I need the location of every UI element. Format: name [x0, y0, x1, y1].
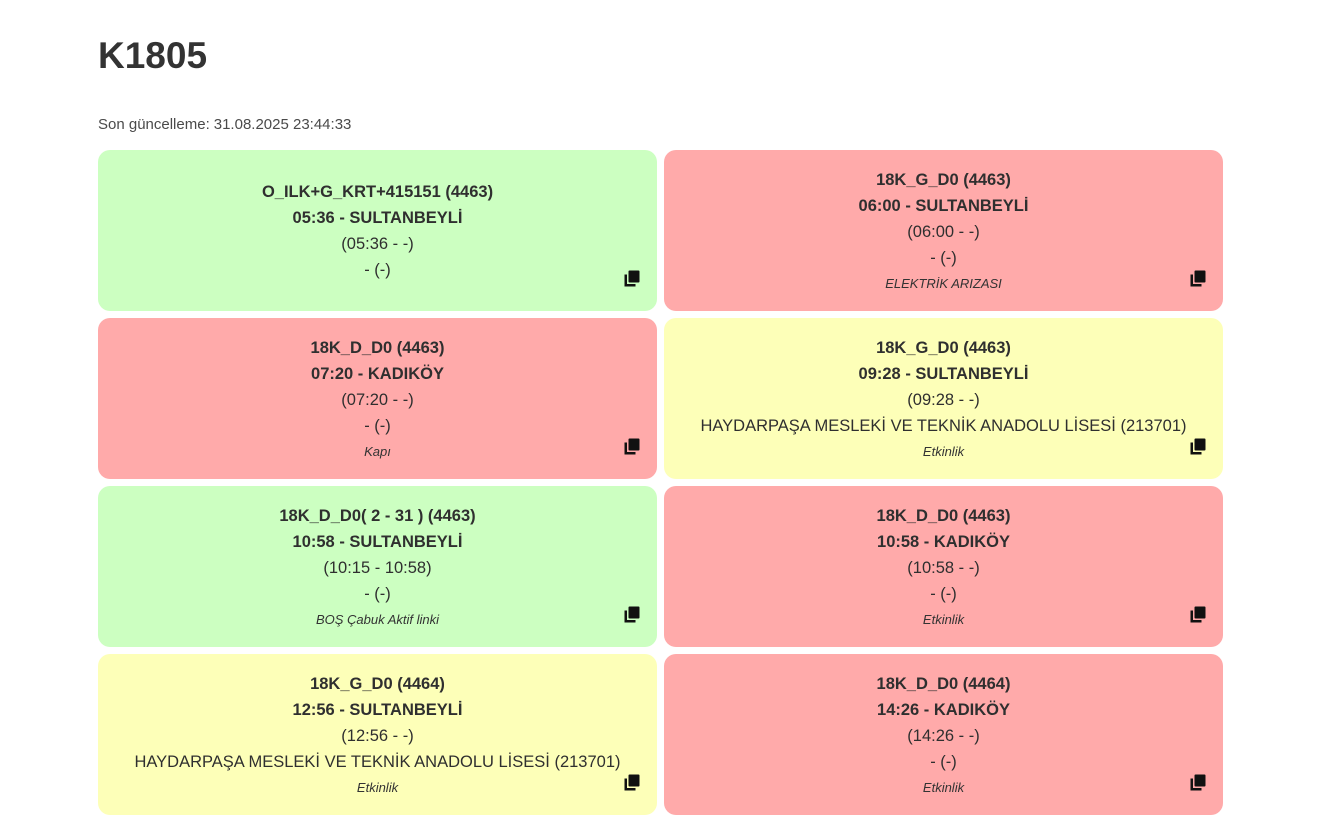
trip-note: Etkinlik	[922, 611, 965, 627]
trip-route: 18K_D_D0( 2 - 31 ) (4463)	[279, 506, 476, 525]
trip-route: O_ILK+G_KRT+415151 (4463)	[261, 182, 494, 201]
trip-time-destination: 05:36 - SULTANBEYLİ	[292, 208, 463, 227]
trip-time-range: (12:56 - -)	[341, 726, 414, 745]
trip-time-destination: 10:58 - SULTANBEYLİ	[292, 532, 463, 551]
trip-extra: - (-)	[364, 260, 391, 279]
trip-card: 18K_D_D0 (4463) 07:20 - KADIKÖY (07:20 -…	[98, 318, 657, 479]
trip-card: 18K_G_D0 (4463) 06:00 - SULTANBEYLİ (06:…	[664, 150, 1223, 311]
copy-icon[interactable]	[1190, 270, 1206, 287]
trip-time-range: (07:20 - -)	[341, 390, 414, 409]
trip-card: O_ILK+G_KRT+415151 (4463) 05:36 - SULTAN…	[98, 150, 657, 311]
trip-route: 18K_G_D0 (4463)	[876, 338, 1011, 357]
trip-card: 18K_G_D0 (4463) 09:28 - SULTANBEYLİ (09:…	[664, 318, 1223, 479]
trip-note: Etkinlik	[356, 779, 399, 795]
trip-time-range: (05:36 - -)	[341, 234, 414, 253]
last-updated-label: Son güncelleme:	[98, 116, 210, 133]
trip-time-destination: 12:56 - SULTANBEYLİ	[292, 700, 463, 719]
trip-extra: - (-)	[930, 752, 957, 771]
trip-cards-grid: O_ILK+G_KRT+415151 (4463) 05:36 - SULTAN…	[98, 150, 1223, 815]
copy-icon[interactable]	[624, 270, 640, 287]
trip-extra: HAYDARPAŞA MESLEKİ VE TEKNİK ANADOLU LİS…	[700, 416, 1187, 435]
trip-time-destination: 07:20 - KADIKÖY	[311, 364, 444, 383]
trip-time-range: (09:28 - -)	[907, 390, 980, 409]
last-updated-value: 31.08.2025 23:44:33	[213, 116, 352, 133]
trip-time-destination: 14:26 - KADIKÖY	[877, 700, 1010, 719]
copy-icon[interactable]	[624, 774, 640, 791]
trip-card: 18K_D_D0 (4463) 10:58 - KADIKÖY (10:58 -…	[664, 486, 1223, 647]
trip-extra: - (-)	[364, 584, 391, 603]
trip-note: ELEKTRİK ARIZASI	[885, 275, 1002, 291]
trip-note: BOŞ Çabuk Aktif linki	[315, 611, 440, 627]
trip-extra: - (-)	[930, 584, 957, 603]
last-updated: Son güncelleme: 31.08.2025 23:44:33	[98, 115, 355, 135]
trip-time-range: (06:00 - -)	[907, 222, 980, 241]
trip-route: 18K_G_D0 (4463)	[876, 170, 1011, 189]
trip-route: 18K_D_D0 (4463)	[876, 506, 1011, 525]
trip-extra: HAYDARPAŞA MESLEKİ VE TEKNİK ANADOLU LİS…	[134, 752, 621, 771]
trip-note: Etkinlik	[922, 779, 965, 795]
trip-route: 18K_D_D0 (4464)	[876, 674, 1011, 693]
copy-icon[interactable]	[624, 606, 640, 623]
trip-card: 18K_D_D0 (4464) 14:26 - KADIKÖY (14:26 -…	[664, 654, 1223, 815]
trip-card: 18K_G_D0 (4464) 12:56 - SULTANBEYLİ (12:…	[98, 654, 657, 815]
trip-time-range: (14:26 - -)	[907, 726, 980, 745]
trip-time-destination: 09:28 - SULTANBEYLİ	[858, 364, 1029, 383]
trip-note: Kapı	[364, 443, 391, 459]
copy-icon[interactable]	[1190, 774, 1206, 791]
copy-icon[interactable]	[1190, 438, 1206, 455]
copy-icon[interactable]	[1190, 606, 1206, 623]
trip-extra: - (-)	[364, 416, 391, 435]
trip-time-range: (10:15 - 10:58)	[323, 558, 432, 577]
trip-time-destination: 10:58 - KADIKÖY	[877, 532, 1010, 551]
page-title: K1805	[98, 35, 208, 76]
trip-route: 18K_D_D0 (4463)	[310, 338, 445, 357]
trip-note: Etkinlik	[922, 443, 965, 459]
trip-time-destination: 06:00 - SULTANBEYLİ	[858, 196, 1029, 215]
trip-card: 18K_D_D0( 2 - 31 ) (4463) 10:58 - SULTAN…	[98, 486, 657, 647]
trip-route: 18K_G_D0 (4464)	[310, 674, 445, 693]
trip-time-range: (10:58 - -)	[907, 558, 980, 577]
copy-icon[interactable]	[624, 438, 640, 455]
trip-extra: - (-)	[930, 248, 957, 267]
